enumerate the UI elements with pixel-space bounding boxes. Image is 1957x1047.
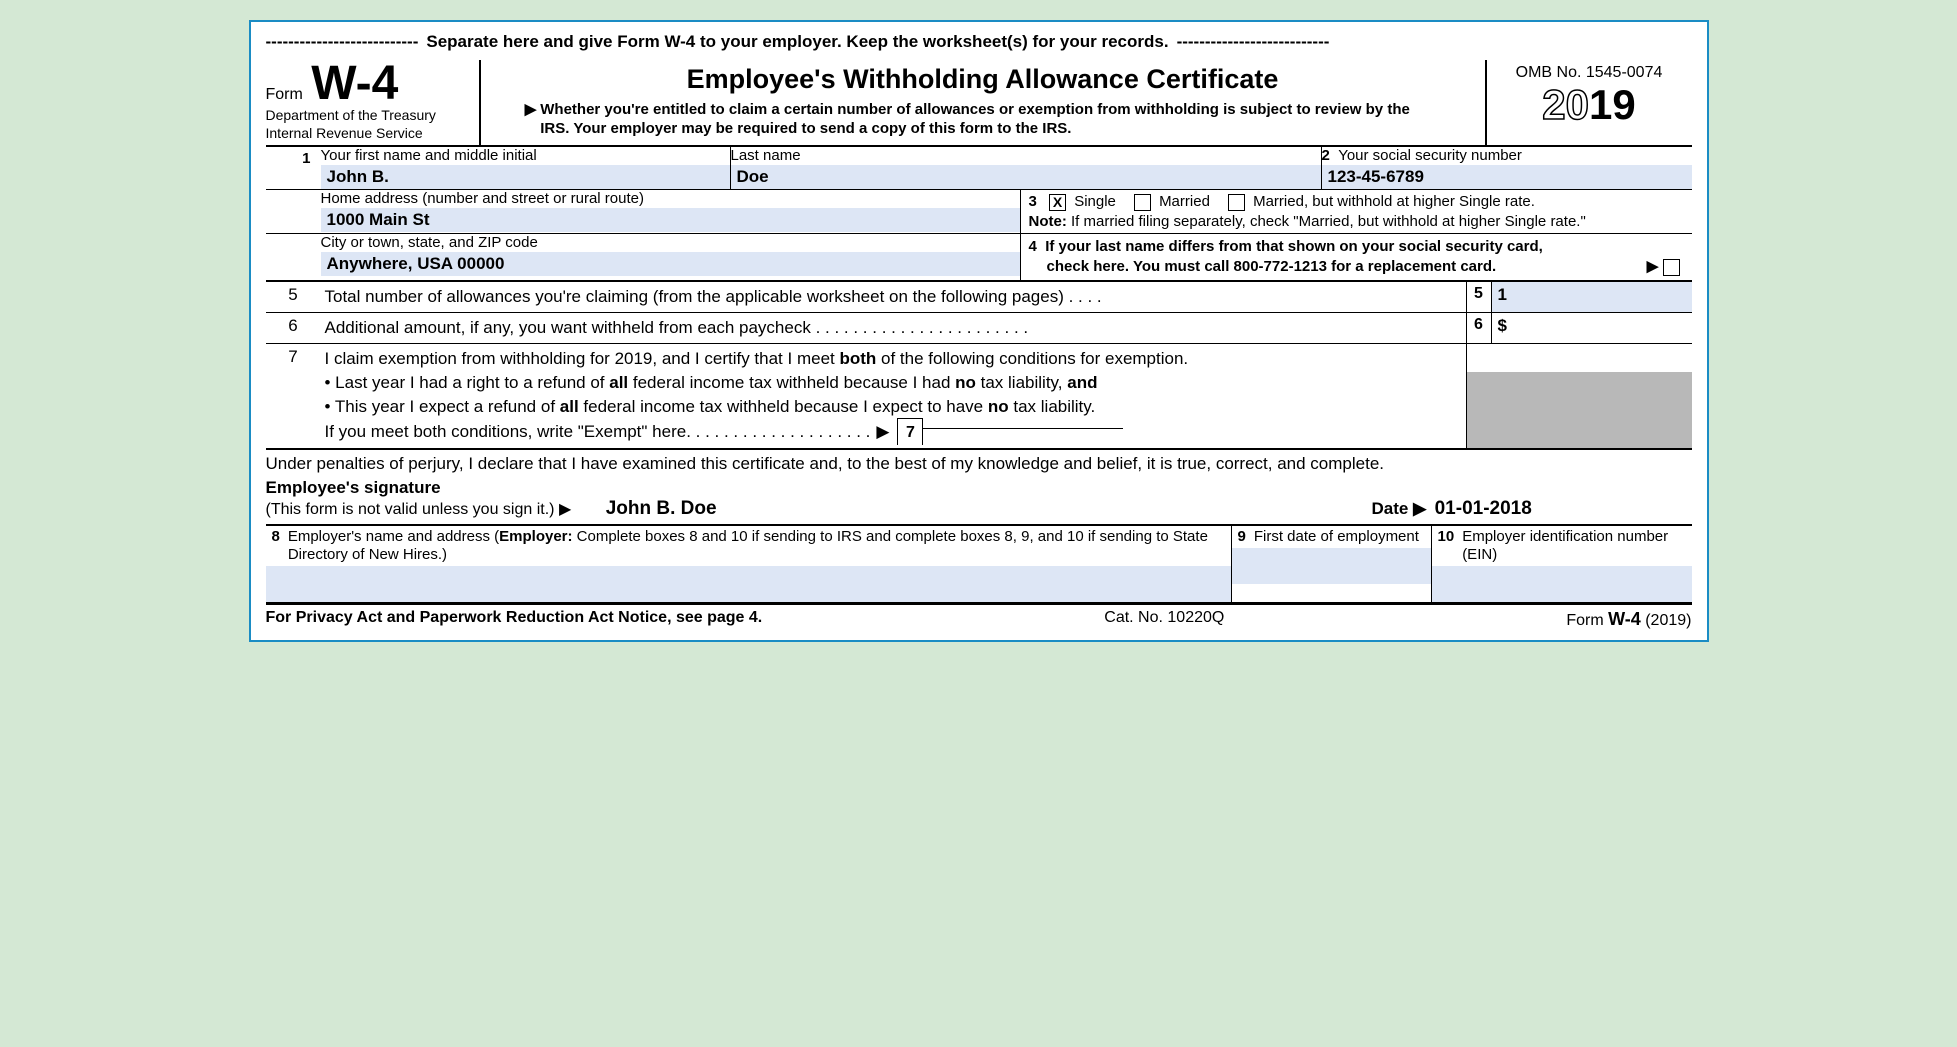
signature-note: (This form is not valid unless you sign … xyxy=(266,501,572,518)
checkbox-line4[interactable] xyxy=(1663,259,1680,276)
blank-num-1 xyxy=(266,190,321,233)
city-cell: City or town, state, and ZIP code Anywhe… xyxy=(321,234,1021,281)
row-name-ssn: 1 Your first name and middle initial Joh… xyxy=(266,147,1692,190)
header-left: Form W-4 Department of the Treasury Inte… xyxy=(266,60,481,145)
employer-8: 8 Employer's name and address (Employer:… xyxy=(266,526,1232,602)
ssn-value[interactable]: 123-45-6789 xyxy=(1322,165,1692,189)
line7-box-label: 7 xyxy=(897,418,923,444)
line5-num: 5 xyxy=(266,282,321,312)
emp8-label: 8 Employer's name and address (Employer:… xyxy=(266,526,1231,566)
checkbox-married-higher[interactable] xyxy=(1228,194,1245,211)
line5-row: 5 Total number of allowances you're clai… xyxy=(266,282,1692,313)
street-label: Home address (number and street or rural… xyxy=(321,190,1020,208)
single-label: Single xyxy=(1074,193,1116,210)
first-name-cell: Your first name and middle initial John … xyxy=(321,147,731,189)
first-name-value[interactable]: John B. xyxy=(321,165,730,189)
line6-text: Additional amount, if any, you want with… xyxy=(321,313,1466,343)
dept-irs: Internal Revenue Service xyxy=(266,125,473,141)
city-label: City or town, state, and ZIP code xyxy=(321,234,1020,252)
emp9-value[interactable] xyxy=(1232,548,1431,584)
lines-5-6-7: 5 Total number of allowances you're clai… xyxy=(266,282,1692,449)
header-mid: Employee's Withholding Allowance Certifi… xyxy=(481,60,1487,145)
subtitle-row: ▶ Whether you're entitled to claim a cer… xyxy=(491,101,1475,139)
line3-num: 3 xyxy=(1029,193,1037,210)
row-city-line4: City or town, state, and ZIP code Anywhe… xyxy=(266,234,1692,283)
street-cell: Home address (number and street or rural… xyxy=(321,190,1021,233)
street-value[interactable]: 1000 Main St xyxy=(321,208,1020,232)
employer-10: 10 Employer identification number (EIN) xyxy=(1432,526,1692,602)
signature-row: Employee's signature (This form is not v… xyxy=(266,478,1692,526)
arrow-icon: ▶ xyxy=(525,101,537,139)
footer-left: For Privacy Act and Paperwork Reduction … xyxy=(266,609,763,630)
line7-arrow-icon: ▶ xyxy=(876,420,889,444)
omb-number: OMB No. 1545-0074 xyxy=(1493,64,1686,82)
dashes-right: --------------------------- xyxy=(1177,32,1330,52)
header-right: OMB No. 1545-0074 2019 xyxy=(1487,60,1692,145)
last-name-label: Last name xyxy=(731,147,1321,165)
line7-text: I claim exemption from withholding for 2… xyxy=(321,344,1466,448)
first-name-label: Your first name and middle initial xyxy=(321,147,730,165)
form-header: Form W-4 Department of the Treasury Inte… xyxy=(266,60,1692,147)
line5-box-label: 5 xyxy=(1466,282,1492,312)
checkbox-single[interactable]: X xyxy=(1049,194,1066,211)
checkbox-married[interactable] xyxy=(1134,194,1151,211)
perjury-declaration: Under penalties of perjury, I declare th… xyxy=(266,450,1692,478)
footer-mid: Cat. No. 10220Q xyxy=(1104,609,1224,630)
married-label: Married xyxy=(1159,193,1210,210)
blank-num-2 xyxy=(266,234,321,281)
separator-line: --------------------------- Separate her… xyxy=(266,32,1692,52)
dept-treasury: Department of the Treasury xyxy=(266,107,473,123)
line5-text: Total number of allowances you're claimi… xyxy=(321,282,1466,312)
date-label: Date ▶ xyxy=(1372,499,1427,518)
year-solid: 19 xyxy=(1589,81,1636,128)
emp8-value[interactable] xyxy=(266,566,1231,602)
line1-num: 1 xyxy=(266,147,321,189)
signature-left: Employee's signature (This form is not v… xyxy=(266,478,1372,520)
line7-value[interactable] xyxy=(923,428,1123,435)
signature-name[interactable]: John B. Doe xyxy=(606,498,717,519)
line3-note: Note: If married filing separately, chec… xyxy=(1029,213,1684,230)
form-title: Employee's Withholding Allowance Certifi… xyxy=(491,64,1475,95)
footer-right: Form W-4 (2019) xyxy=(1566,609,1691,630)
married-higher-label: Married, but withhold at higher Single r… xyxy=(1253,193,1535,210)
employer-9: 9 First date of employment xyxy=(1232,526,1432,602)
date-value[interactable]: 01-01-2018 xyxy=(1435,498,1532,519)
form-subtitle: Whether you're entitled to claim a certa… xyxy=(540,101,1440,139)
line4-text: 4 If your last name differs from that sh… xyxy=(1029,237,1684,278)
status-options: 3 X Single Married Married, but withhold… xyxy=(1029,193,1684,211)
ssn-cell: 2 Your social security number 123-45-678… xyxy=(1322,147,1692,189)
line4-cell: 4 If your last name differs from that sh… xyxy=(1021,234,1692,281)
emp10-label: 10 Employer identification number (EIN) xyxy=(1432,526,1692,566)
form-year: 2019 xyxy=(1493,84,1686,126)
line7-right-grey xyxy=(1466,344,1692,448)
line6-value[interactable]: $ xyxy=(1492,313,1692,343)
line7-row: 7 I claim exemption from withholding for… xyxy=(266,344,1692,448)
last-name-cell: Last name Doe xyxy=(731,147,1322,189)
line6-row: 6 Additional amount, if any, you want wi… xyxy=(266,313,1692,344)
line7-num: 7 xyxy=(266,344,321,448)
city-value[interactable]: Anywhere, USA 00000 xyxy=(321,252,1020,276)
form-code: W-4 xyxy=(311,62,398,105)
line4-arrow-checkbox: ▶ xyxy=(1647,257,1684,277)
employer-row: 8 Employer's name and address (Employer:… xyxy=(266,526,1692,603)
year-outline: 20 xyxy=(1542,81,1589,128)
line5-value[interactable]: 1 xyxy=(1492,282,1692,312)
status-cell: 3 X Single Married Married, but withhold… xyxy=(1021,190,1692,233)
row-street-status: Home address (number and street or rural… xyxy=(266,190,1692,234)
signature-title: Employee's signature xyxy=(266,478,1372,498)
separator-text: Separate here and give Form W-4 to your … xyxy=(418,32,1176,52)
ssn-label: 2 Your social security number xyxy=(1322,147,1692,165)
footer-row: For Privacy Act and Paperwork Reduction … xyxy=(266,603,1692,630)
line6-box-label: 6 xyxy=(1466,313,1492,343)
w4-form: --------------------------- Separate her… xyxy=(249,20,1709,642)
dashes-left: --------------------------- xyxy=(266,32,419,52)
emp10-value[interactable] xyxy=(1432,566,1692,602)
emp9-label: 9 First date of employment xyxy=(1232,526,1431,548)
last-name-value[interactable]: Doe xyxy=(731,165,1321,189)
line6-num: 6 xyxy=(266,313,321,343)
form-word: Form xyxy=(266,86,303,103)
signature-right: Date ▶ 01-01-2018 xyxy=(1372,498,1692,520)
